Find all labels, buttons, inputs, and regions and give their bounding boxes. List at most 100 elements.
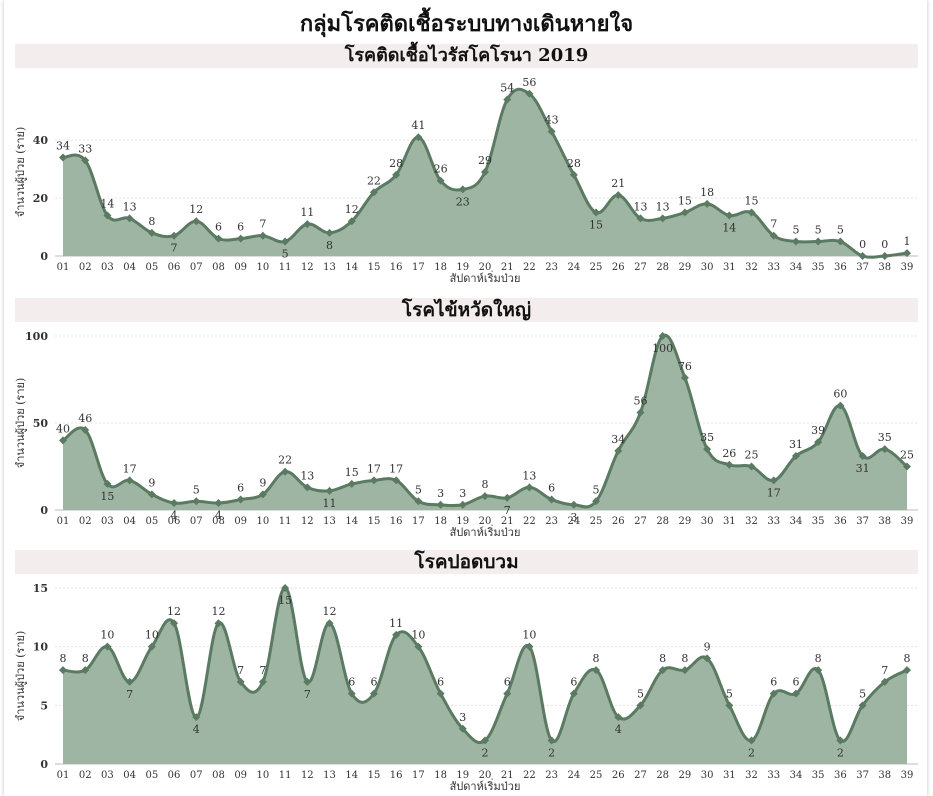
- x-tick-label: 09: [234, 770, 247, 781]
- data-point-marker: [281, 467, 290, 476]
- y-tick-label: 0: [40, 504, 48, 517]
- x-tick-label: 39: [901, 770, 914, 781]
- data-point-marker: [258, 231, 267, 240]
- x-tick-label: 05: [145, 770, 158, 781]
- data-label: 41: [411, 119, 425, 132]
- data-point-marker: [569, 689, 578, 698]
- data-point-marker: [814, 666, 823, 675]
- data-label: 7: [126, 688, 133, 701]
- y-axis-title: จำนวนผู้ป่วย (ราย): [14, 127, 27, 218]
- data-label: 31: [856, 462, 870, 475]
- data-label: 6: [770, 676, 777, 689]
- x-tick-label: 24: [567, 262, 580, 273]
- x-tick-label: 26: [612, 770, 625, 781]
- x-tick-label: 26: [612, 262, 625, 273]
- data-label: 2: [748, 747, 755, 760]
- data-point-marker: [214, 499, 223, 508]
- x-tick-label: 31: [723, 516, 736, 527]
- data-point-marker: [458, 185, 467, 194]
- data-point-marker: [703, 445, 712, 454]
- data-label: 6: [437, 676, 444, 689]
- data-label: 1: [904, 235, 911, 248]
- x-tick-label: 02: [79, 770, 92, 781]
- data-point-marker: [392, 630, 401, 639]
- data-point-marker: [481, 736, 489, 745]
- x-tick-label: 17: [412, 770, 425, 781]
- data-label: 10: [145, 629, 159, 642]
- data-point-marker: [703, 199, 712, 208]
- data-point-marker: [503, 689, 512, 698]
- data-label: 15: [100, 490, 114, 503]
- x-tick-label: 39: [901, 262, 914, 273]
- data-label: 39: [811, 424, 825, 437]
- x-tick-label: 10: [257, 262, 270, 273]
- data-point-marker: [769, 689, 778, 698]
- x-tick-label: 09: [234, 516, 247, 527]
- data-label: 5: [815, 224, 822, 237]
- data-point-marker: [303, 220, 312, 229]
- data-label: 2: [482, 747, 489, 760]
- y-tick-label: 0: [40, 758, 48, 771]
- data-label: 8: [60, 652, 67, 665]
- x-tick-label: 24: [567, 516, 580, 527]
- x-tick-label: 21: [501, 770, 514, 781]
- data-point-marker: [858, 452, 867, 461]
- data-label: 8: [82, 652, 89, 665]
- x-tick-label: 17: [412, 516, 425, 527]
- data-point-marker: [392, 170, 401, 179]
- data-point-marker: [614, 191, 623, 200]
- x-tick-label: 08: [212, 516, 225, 527]
- data-point-marker: [192, 217, 201, 226]
- data-point-marker: [369, 188, 378, 197]
- data-label: 6: [792, 676, 799, 689]
- x-tick-label: 16: [390, 262, 403, 273]
- data-label: 5: [792, 224, 799, 237]
- x-tick-label: 01: [57, 770, 70, 781]
- x-tick-label: 12: [301, 516, 314, 527]
- data-label: 14: [722, 221, 736, 234]
- x-tick-label: 29: [679, 262, 692, 273]
- data-point-marker: [636, 701, 645, 710]
- x-tick-label: 08: [212, 262, 225, 273]
- data-label: 3: [459, 711, 466, 724]
- data-label: 8: [659, 652, 666, 665]
- data-label: 4: [615, 723, 622, 736]
- y-tick-label: 0: [40, 250, 48, 263]
- data-label: 6: [504, 676, 511, 689]
- x-tick-label: 35: [812, 262, 825, 273]
- data-label: 13: [300, 469, 314, 482]
- x-tick-label: 11: [279, 262, 292, 273]
- x-tick-label: 10: [257, 770, 270, 781]
- data-label: 34: [611, 433, 625, 446]
- data-point-marker: [525, 483, 534, 492]
- data-label: 6: [237, 221, 244, 234]
- data-label: 7: [237, 664, 244, 677]
- data-label: 5: [726, 687, 733, 700]
- data-point-marker: [525, 89, 534, 98]
- x-tick-label: 33: [767, 516, 780, 527]
- data-label: 6: [548, 482, 555, 495]
- data-point-marker: [103, 479, 112, 488]
- y-tick-label: 100: [25, 330, 48, 343]
- chart-2-title: โรคไข้หวัดใหญ่: [15, 298, 918, 322]
- data-point-marker: [547, 736, 556, 745]
- data-label: 8: [482, 478, 489, 491]
- data-point-marker: [592, 497, 601, 506]
- data-label: 8: [815, 652, 822, 665]
- x-tick-label: 15: [368, 770, 381, 781]
- data-label: 12: [323, 605, 337, 618]
- data-label: 6: [370, 676, 377, 689]
- x-tick-label: 18: [434, 516, 447, 527]
- y-tick-label: 50: [33, 417, 49, 430]
- data-point-marker: [836, 736, 845, 745]
- data-label: 26: [434, 163, 448, 176]
- x-tick-label: 31: [723, 770, 736, 781]
- data-label: 17: [767, 486, 781, 499]
- data-point-marker: [170, 499, 179, 508]
- data-point-marker: [147, 642, 156, 651]
- x-tick-label: 14: [345, 770, 358, 781]
- data-point-marker: [903, 666, 911, 675]
- data-point-marker: [769, 476, 778, 485]
- data-point-marker: [347, 689, 356, 698]
- data-point-marker: [59, 153, 67, 162]
